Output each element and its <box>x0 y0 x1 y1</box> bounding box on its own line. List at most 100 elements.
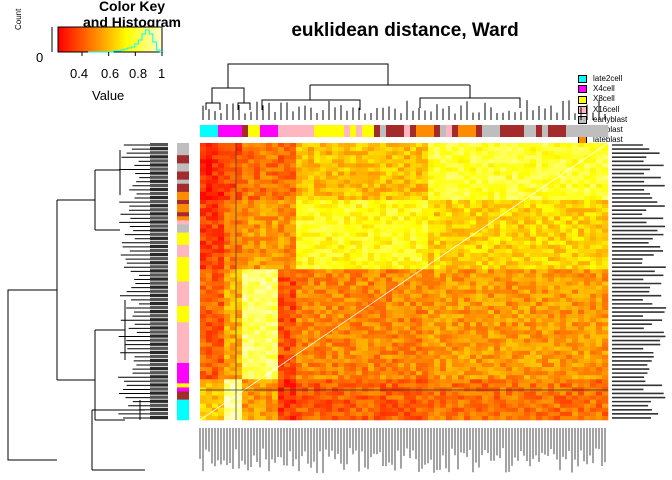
heatmap-cell <box>302 147 309 152</box>
heatmap-cell <box>458 310 465 315</box>
heatmap-cell <box>536 171 543 176</box>
heatmap-cell <box>578 257 585 262</box>
heatmap-cell <box>494 371 501 376</box>
heatmap-cell <box>320 342 327 347</box>
heatmap-cell <box>506 252 513 258</box>
heatmap-cell <box>302 183 309 189</box>
heatmap-cell <box>548 220 555 225</box>
heatmap-cell <box>362 277 369 282</box>
heatmap-cell <box>284 391 291 396</box>
heatmap-cell <box>458 350 465 356</box>
heatmap-cell <box>458 195 465 201</box>
heatmap-cell <box>584 179 591 185</box>
heatmap-cell <box>314 220 321 225</box>
heatmap-cell <box>488 265 495 270</box>
column-side-color <box>560 125 567 137</box>
row-leaf-mark <box>150 212 168 216</box>
heatmap-cell <box>530 358 537 364</box>
heatmap-cell <box>512 367 519 372</box>
heatmap-cell <box>530 167 537 172</box>
heatmap-cell <box>584 187 591 193</box>
heatmap-cell <box>206 163 213 168</box>
heatmap-cell <box>356 171 363 176</box>
heatmap-cell <box>500 407 507 413</box>
heatmap-cell <box>458 371 465 376</box>
heatmap-cell <box>380 375 387 380</box>
heatmap-cell <box>386 354 393 360</box>
heatmap-cell <box>530 187 537 193</box>
heatmap-cell <box>458 244 465 250</box>
heatmap-cell <box>374 151 381 156</box>
heatmap-cell <box>284 191 291 197</box>
heatmap-cell <box>578 367 585 372</box>
heatmap-cell <box>518 375 525 380</box>
heatmap-cell <box>320 204 327 209</box>
heatmap-cell <box>464 415 471 421</box>
heatmap-cell <box>338 379 345 384</box>
heatmap-cell <box>218 216 225 221</box>
heatmap-cell <box>470 179 477 185</box>
heatmap-cell <box>560 395 567 400</box>
heatmap-cell <box>338 367 345 372</box>
heatmap-cell <box>272 330 279 335</box>
heatmap-cell <box>314 155 321 160</box>
heatmap-cell <box>284 318 291 323</box>
heatmap-cell <box>224 216 231 221</box>
heatmap-cell <box>374 391 381 396</box>
heatmap-cell <box>452 362 459 368</box>
heatmap-cell <box>218 273 225 278</box>
heatmap-cell <box>206 248 213 254</box>
heatmap-cell <box>350 159 357 164</box>
heatmap-cell <box>386 208 393 213</box>
heatmap-cell <box>380 399 387 405</box>
heatmap-cell <box>302 305 309 311</box>
heatmap-cell <box>524 305 531 311</box>
heatmap-cell <box>560 301 567 307</box>
color-key-cell <box>150 27 153 52</box>
heatmap-cell <box>554 395 561 400</box>
heatmap-cell <box>314 367 321 372</box>
heatmap-cell <box>488 195 495 201</box>
heatmap-cell <box>434 338 441 343</box>
heatmap-cell <box>488 244 495 250</box>
row-leaf-mark <box>150 147 168 151</box>
heatmap-cell <box>470 383 477 388</box>
heatmap-cell <box>506 269 513 274</box>
heatmap-cell <box>338 179 345 185</box>
heatmap-cell <box>440 261 447 266</box>
heatmap-cell <box>254 191 261 197</box>
heatmap-cell <box>554 301 561 307</box>
heatmap-cell <box>248 155 255 160</box>
heatmap-cell <box>494 375 501 380</box>
heatmap-cell <box>560 147 567 152</box>
heatmap-cell <box>554 411 561 417</box>
heatmap-cell <box>326 411 333 417</box>
heatmap-cell <box>464 155 471 160</box>
heatmap-cell <box>212 273 219 278</box>
heatmap-cell <box>260 208 267 213</box>
heatmap-cell <box>494 212 501 217</box>
heatmap-cell <box>578 167 585 172</box>
heatmap-cell <box>506 354 513 360</box>
heatmap-cell <box>260 395 267 400</box>
heatmap-cell <box>476 232 483 237</box>
heatmap-cell <box>230 228 237 233</box>
heatmap-cell <box>566 277 573 282</box>
heatmap-cell <box>428 187 435 193</box>
heatmap-cell <box>200 261 207 266</box>
heatmap-cell <box>518 163 525 168</box>
heatmap-cell <box>320 220 327 225</box>
heatmap-cell <box>488 269 495 274</box>
heatmap-cell <box>494 411 501 417</box>
heatmap-cell <box>350 273 357 278</box>
heatmap-cell <box>416 354 423 360</box>
heatmap-cell <box>356 204 363 209</box>
heatmap-cell <box>476 195 483 201</box>
heatmap-cell <box>542 232 549 237</box>
heatmap-cell <box>350 228 357 233</box>
heatmap-cell <box>536 179 543 185</box>
heatmap-cell <box>422 350 429 356</box>
heatmap-cell <box>476 191 483 197</box>
heatmap-cell <box>200 159 207 164</box>
row-side-color <box>177 330 189 335</box>
